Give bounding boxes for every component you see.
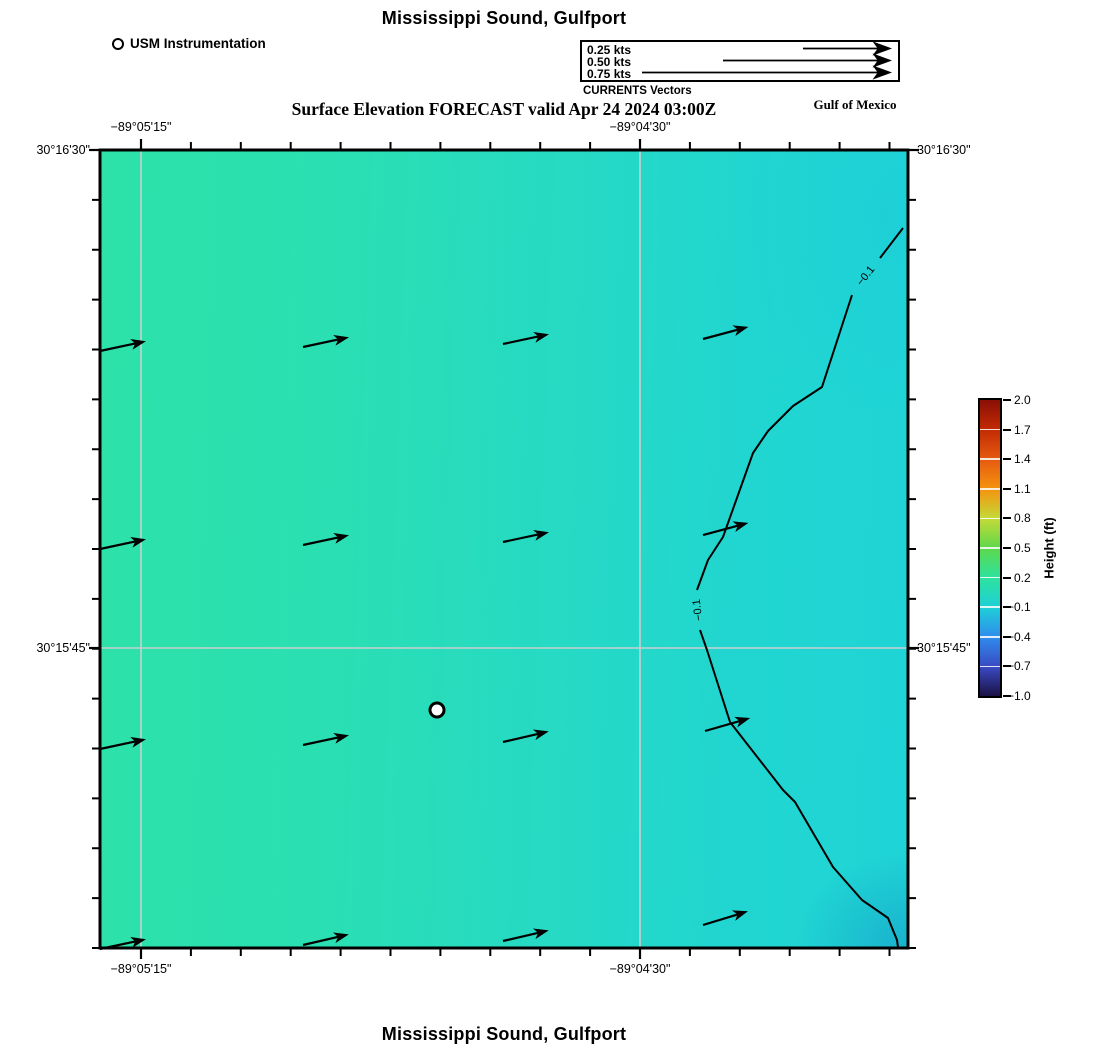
forecast-subtitle: Surface Elevation FORECAST valid Apr 24 … [291, 99, 717, 119]
colorbar-tick-line [980, 665, 1000, 668]
station-marker-icon [112, 37, 124, 50]
colorbar-tick-label: 0.5 [1014, 541, 1031, 555]
vector-legend-caption: CURRENTS Vectors [583, 85, 692, 97]
colorbar-tick-line [980, 428, 1000, 431]
colorbar-tick-line [980, 458, 1000, 460]
colorbar-tick-label: 1.4 [1014, 452, 1031, 467]
colorbar-tick-label: 1.7 [1014, 422, 1031, 437]
figure-title-top: Mississippi Sound, Gulfport [381, 8, 627, 28]
lon-tick-label-bottom-east: −89°04'30" [609, 962, 671, 976]
colorbar-tick-line [980, 636, 1000, 638]
colorbar-tick [1003, 458, 1011, 461]
region-label: Gulf of Mexico [813, 97, 897, 112]
instrumentation-label: USM Instrumentation [130, 36, 266, 51]
colorbar-tick-label: −0.7 [1007, 659, 1031, 674]
colorbar-tick [1003, 695, 1011, 697]
colorbar-tick-label: 2.0 [1014, 393, 1031, 407]
current-vector-scale-box: 0.25 kts 0.50 kts 0.75 kts [580, 40, 900, 82]
vector-scale-label-050: 0.50 kts [587, 55, 632, 69]
colorbar-tick [1003, 487, 1011, 490]
colorbar-tick [1003, 635, 1011, 638]
figure-title-bottom: Mississippi Sound, Gulfport [381, 1024, 627, 1044]
lat-tick-label-right-south: 30°15'45" [917, 641, 971, 655]
vector-scale-label-075: 0.75 kts [587, 67, 632, 81]
colorbar [978, 398, 1002, 698]
vector-scale-arrows [642, 41, 892, 80]
vector-scale-label-025: 0.25 kts [587, 43, 632, 57]
map-plot-area [100, 150, 908, 948]
colorbar-tick [1003, 606, 1011, 609]
colorbar-tick-line [980, 488, 1000, 490]
vector-scale-head [872, 41, 892, 56]
colorbar-tick [1003, 428, 1011, 431]
colorbar-tick [1003, 547, 1011, 549]
colorbar-title: Height (ft) [1041, 517, 1057, 579]
colorbar-tick-label: 0.8 [1014, 511, 1031, 526]
lat-tick-label-left-south: 30°15'45" [36, 641, 90, 655]
colorbar-tick-line [980, 576, 1000, 579]
colorbar-tick-line [980, 606, 1000, 608]
lon-tick-label-top-east: −89°04'30" [609, 120, 671, 134]
colorbar-tick-line [980, 517, 1000, 520]
colorbar-tick [1003, 665, 1011, 668]
colorbar-tick-label: −1.0 [1007, 689, 1031, 703]
lat-tick-label-left-north: 30°16'30" [36, 143, 90, 157]
contour-level-label-lower: −0.1 [690, 598, 706, 622]
colorbar-tick-label: 0.2 [1014, 570, 1031, 585]
colorbar-tick [1003, 399, 1011, 401]
lon-tick-label-bottom-west: −89°05'15" [110, 962, 172, 976]
vector-scale-head [872, 65, 892, 80]
colorbar-tick-label: −0.4 [1007, 629, 1031, 644]
colorbar-tick-label: 1.1 [1014, 481, 1031, 496]
colorbar-tick-line [980, 547, 1000, 549]
colorbar-tick [1003, 576, 1011, 579]
lat-tick-label-right-north: 30°16'30" [917, 143, 971, 157]
instrumentation-legend: USM Instrumentation [112, 36, 266, 51]
vector-scale-head [872, 53, 892, 68]
colorbar-tick [1003, 517, 1011, 520]
colorbar-gradient [980, 400, 1000, 696]
colorbar-tick-label: −0.1 [1007, 600, 1031, 615]
lon-tick-label-top-west: −89°05'15" [110, 120, 172, 134]
